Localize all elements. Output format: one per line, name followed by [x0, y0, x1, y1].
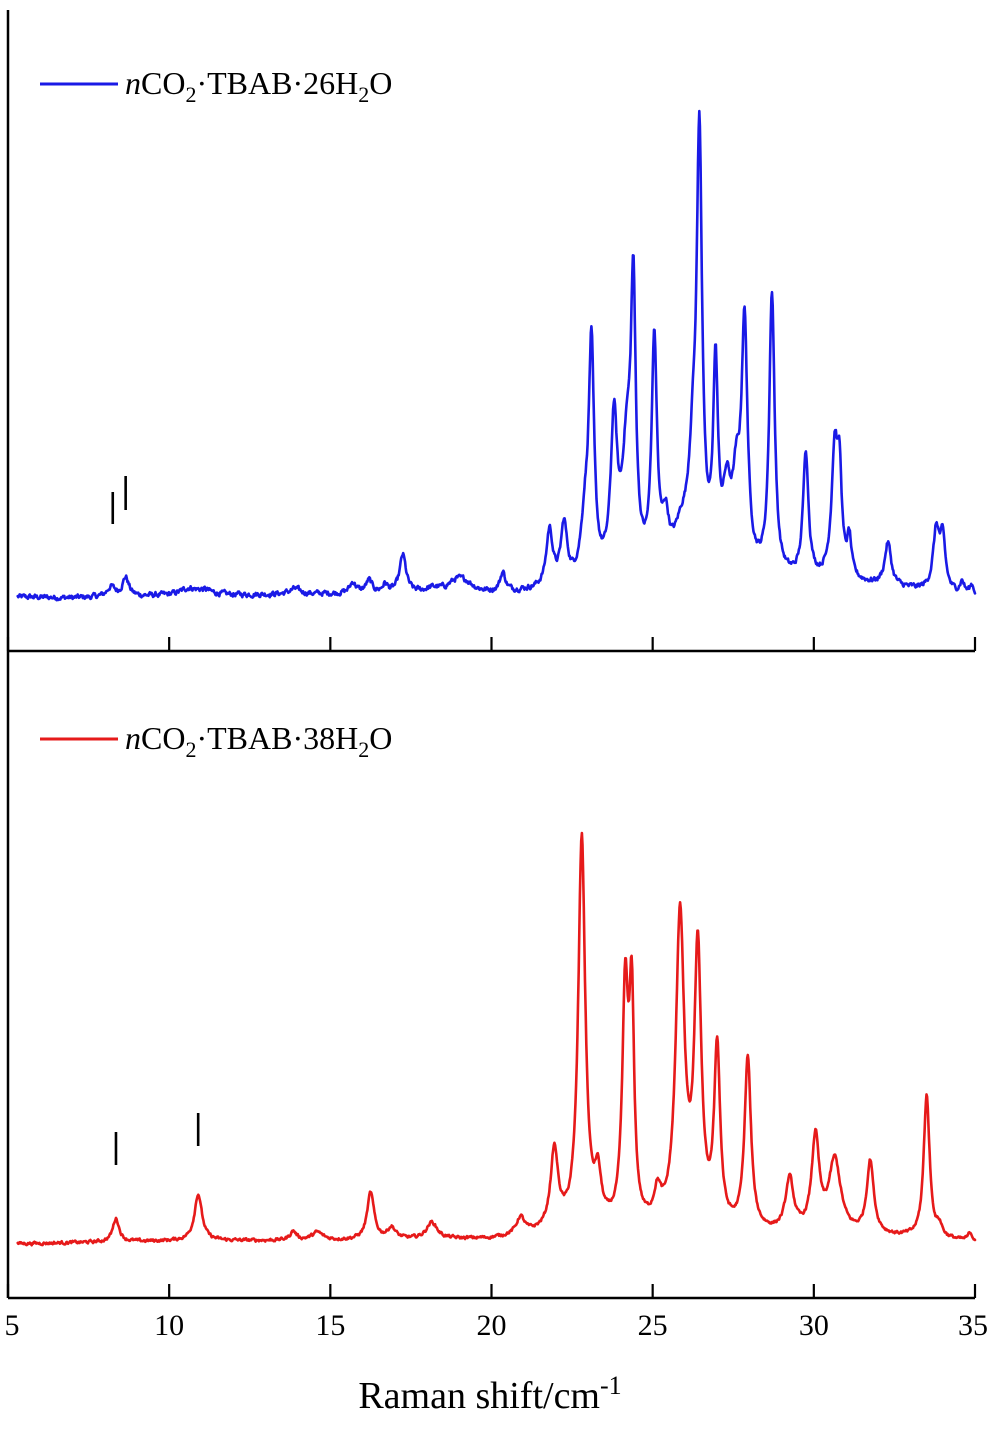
legend-part-2: ·TBAB·38H	[196, 720, 358, 756]
x-tick-label-30: 30	[799, 1309, 829, 1342]
legend-2: nCO2·TBAB·38H2O	[40, 720, 392, 762]
x-tick-label-25: 25	[638, 1309, 668, 1342]
legend-italic-n: n	[125, 65, 141, 101]
x-tick-label-15: 15	[315, 1309, 345, 1342]
legend-part-4: O	[369, 720, 392, 756]
legend-part-4: O	[369, 65, 392, 101]
legend-part-3: 2	[358, 82, 369, 107]
legend-italic-n: n	[125, 720, 141, 756]
spectrum-line-2	[16, 831, 977, 1247]
x-axis-label-superscript: -1	[600, 1371, 622, 1400]
x-axis-label-text: Raman shift/cm	[358, 1375, 600, 1417]
x-tick-label-20: 20	[477, 1309, 507, 1342]
legend-part-3: 2	[358, 737, 369, 762]
legend-label-1: nCO2·TBAB·26H2O	[125, 65, 392, 107]
x-tick-label-10: 10	[154, 1309, 184, 1342]
legend-part-1: 2	[185, 82, 196, 107]
spectrum-line-1	[16, 109, 977, 602]
x-tick-label-35: 35	[958, 1309, 988, 1342]
x-tick-label-5: 5	[5, 1309, 20, 1342]
x-axis-label: Raman shift/cm-1	[358, 1371, 621, 1417]
legend-part-1: 2	[185, 737, 196, 762]
legend-part-2: ·TBAB·26H	[196, 65, 358, 101]
legend-part-0: CO	[141, 65, 185, 101]
legend-1: nCO2·TBAB·26H2O	[40, 65, 392, 107]
legend-label-2: nCO2·TBAB·38H2O	[125, 720, 392, 762]
legend-part-0: CO	[141, 720, 185, 756]
panel-2: nCO2·TBAB·38H2O	[16, 720, 977, 1247]
axes-layer: 5 10 15 20 25 30 35	[5, 10, 988, 1342]
panel-1: nCO2·TBAB·26H2O	[16, 65, 977, 602]
